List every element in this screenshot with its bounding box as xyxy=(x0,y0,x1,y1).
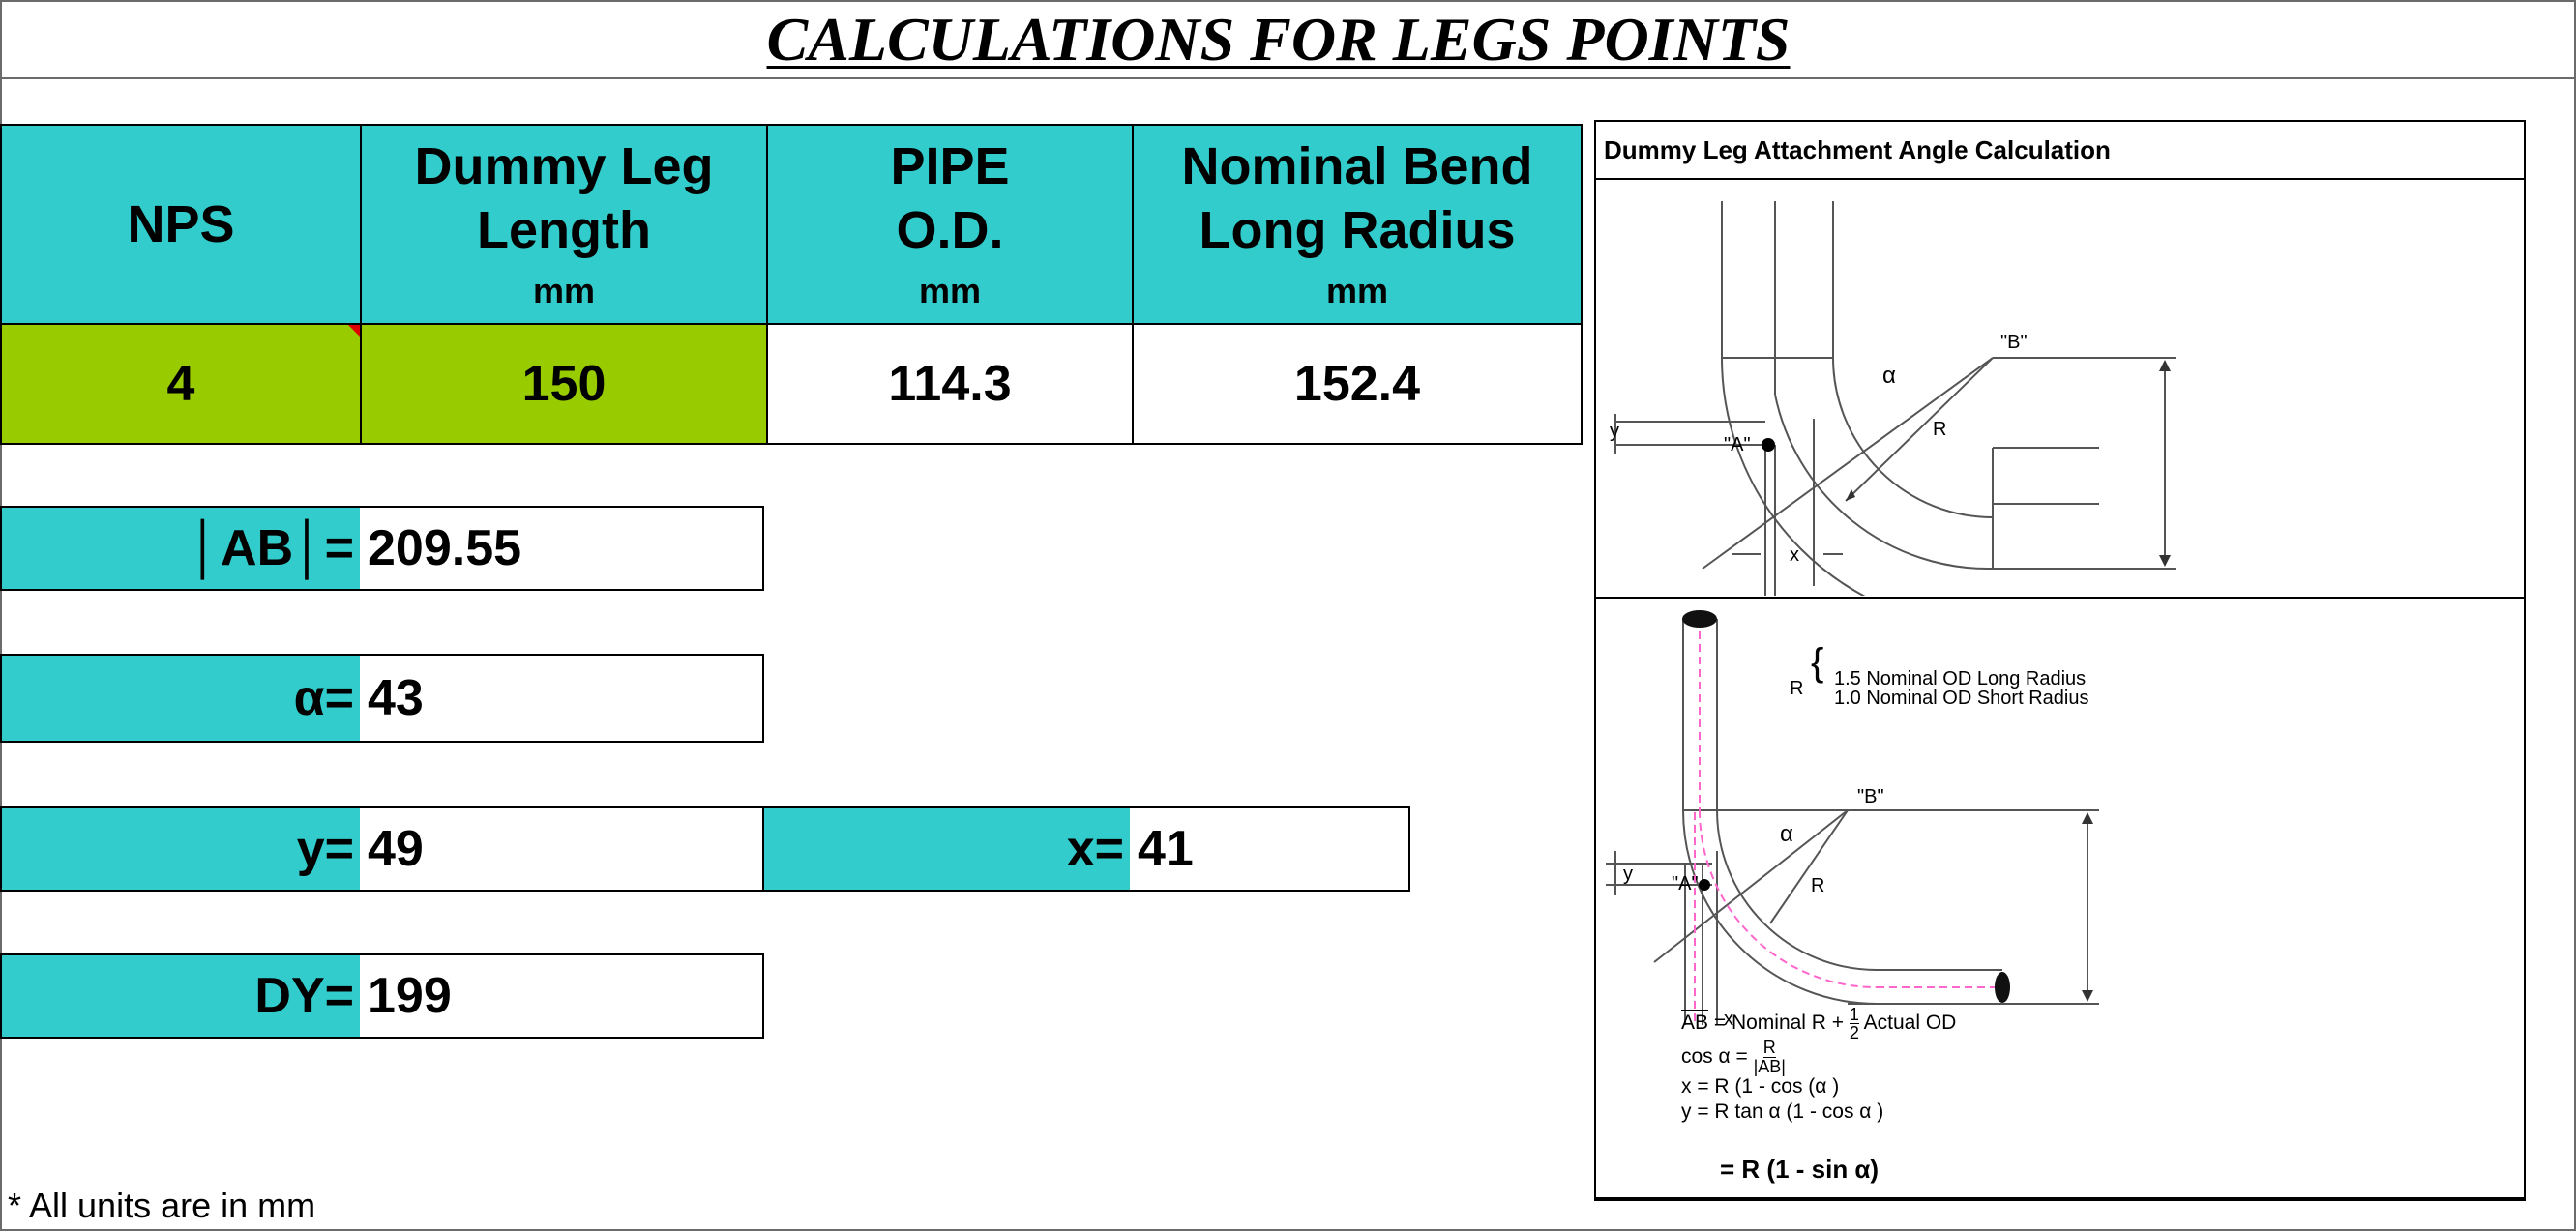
formula-cos: cos α = R |AB| xyxy=(1681,1039,1786,1076)
y-label: y= xyxy=(0,806,360,892)
label-r-short: 1.0 Nominal OD Short Radius xyxy=(1834,688,2088,709)
formula-ab-tail: Actual OD xyxy=(1858,1011,1957,1035)
alpha-label: α= xyxy=(0,654,360,743)
dummy-leg-length-value: 150 xyxy=(521,356,607,412)
formula-final: = R (1 - sin α) xyxy=(1720,1155,1880,1184)
formula-x: x = R (1 - cos (α ) xyxy=(1681,1075,1840,1098)
label-y: y xyxy=(1623,864,1633,885)
page-title: CALCULATIONS FOR LEGS POINTS xyxy=(766,5,1791,73)
input-table: NPS Dummy Leg Length mm PIPE O.D. mm Nom… xyxy=(0,124,1583,445)
ab-label: │AB│= xyxy=(0,506,360,591)
formula-cos-left: cos α = xyxy=(1681,1045,1754,1069)
dy-label: DY= xyxy=(0,953,360,1039)
label-a: "A" xyxy=(1672,873,1699,894)
dy-value: 199 xyxy=(360,953,764,1039)
comment-marker xyxy=(348,325,360,337)
formula-ab-rest: = Nominal R + xyxy=(1708,1011,1850,1035)
panel-divider xyxy=(1596,597,2524,599)
title-row xyxy=(0,0,2576,79)
label-b: "B" xyxy=(1857,786,1884,807)
dummy-leg-length-input-cell[interactable]: 150 xyxy=(360,323,768,445)
label-y: y xyxy=(1610,421,1619,442)
y-value: 49 xyxy=(360,806,764,892)
header-line2: Length xyxy=(477,201,651,259)
nps-value: 4 xyxy=(166,356,195,412)
header-bend-radius: Nominal Bend Long Radius mm xyxy=(1132,124,1583,325)
header-nps: NPS xyxy=(0,124,362,325)
label-r-prefix: R xyxy=(1790,678,1803,699)
formula-ab-den: 2 xyxy=(1849,1023,1859,1042)
formula-y: y = R tan α (1 - cos α ) xyxy=(1681,1100,1884,1123)
elbow-diagram-bottom: R { 1.5 Nominal OD Long Radius 1.0 Nomin… xyxy=(1606,610,2099,1030)
formula-cos-den: |AB| xyxy=(1753,1057,1786,1076)
label-alpha: α xyxy=(1780,821,1793,847)
ab-value: 209.55 xyxy=(360,506,764,591)
header-pipe-od: PIPE O.D. mm xyxy=(766,124,1134,325)
x-value: 41 xyxy=(1130,806,1410,892)
label-b: "B" xyxy=(2000,332,2028,353)
label-alpha: α xyxy=(1882,363,1896,389)
formula-cos-num: R xyxy=(1762,1038,1776,1058)
bend-radius-value: 152.4 xyxy=(1293,356,1421,412)
header-line1: Nominal Bend xyxy=(1181,137,1533,195)
label-r: R xyxy=(1811,875,1824,896)
header-line1: PIPE xyxy=(890,137,1010,195)
units-note: * All units are in mm xyxy=(8,1186,316,1225)
bend-radius-cell: 152.4 xyxy=(1132,323,1583,445)
header-line1: Dummy Leg xyxy=(414,137,714,195)
elbow-diagram-top: "B" "A" α R y x xyxy=(1610,201,2176,596)
header-nps-label: NPS xyxy=(127,195,235,253)
label-a: "A" xyxy=(1724,434,1751,455)
header-line2: O.D. xyxy=(896,201,1004,259)
pipe-od-value: 114.3 xyxy=(888,356,1012,412)
pipe-od-cell: 114.3 xyxy=(766,323,1134,445)
label-r: R xyxy=(1933,419,1946,440)
header-dummy-leg-length: Dummy Leg Length mm xyxy=(360,124,768,325)
nps-input-cell[interactable]: 4 xyxy=(0,323,362,445)
brace-icon: { xyxy=(1811,641,1823,684)
header-row: NPS Dummy Leg Length mm PIPE O.D. mm Nom… xyxy=(0,124,1583,325)
x-label: x= xyxy=(762,806,1130,892)
label-r-long: 1.5 Nominal OD Long Radius xyxy=(1834,668,2086,689)
header-unit: mm xyxy=(532,271,596,310)
alpha-value: 43 xyxy=(360,654,764,743)
header-unit: mm xyxy=(1325,271,1389,310)
panel-bottom-border xyxy=(1596,1197,2524,1199)
value-row: 4 150 114.3 152.4 xyxy=(0,323,1583,445)
formula-ab-bar: AB xyxy=(1681,1011,1709,1035)
label-x: x xyxy=(1790,544,1799,566)
panel-heading: Dummy Leg Attachment Angle Calculation xyxy=(1596,122,2524,180)
label-x: x xyxy=(1724,1009,1733,1030)
formula-ab-num: 1 xyxy=(1849,1005,1859,1024)
header-line2: Long Radius xyxy=(1199,201,1516,259)
header-unit: mm xyxy=(918,271,982,310)
reference-diagram-panel: Dummy Leg Attachment Angle Calculation xyxy=(1594,120,2526,1201)
